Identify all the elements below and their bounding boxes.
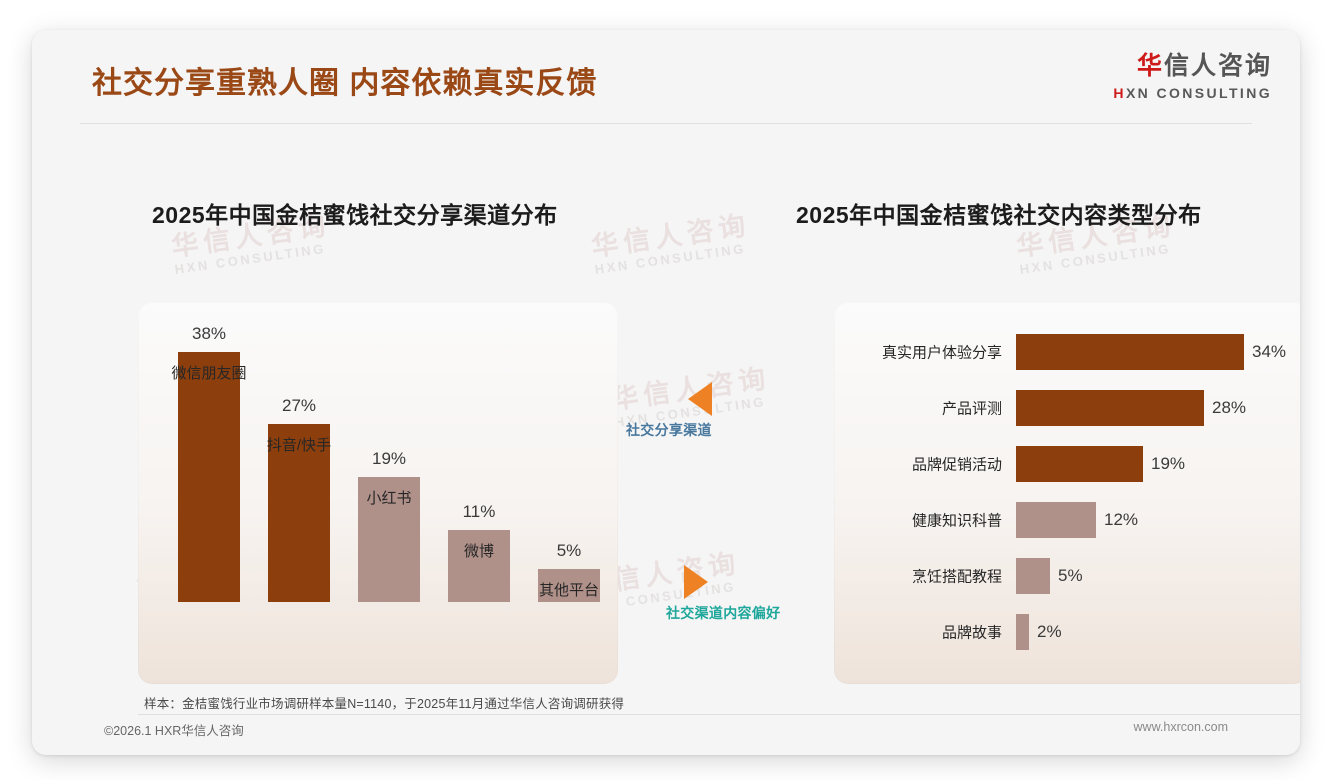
watermark: 华信人咨询 HXN CONSULTING (589, 210, 755, 278)
bar-value-label: 28% (1212, 398, 1247, 417)
logo-chinese-rest: 信人咨询 (1163, 52, 1272, 80)
bar-rect[interactable] (1016, 614, 1029, 650)
bar-rect[interactable] (1016, 390, 1204, 426)
horizontal-bar-row: 真实用户体验分享 34% (834, 334, 1300, 370)
header-divider (80, 123, 1252, 124)
bar-rect[interactable] (268, 424, 330, 602)
logo-hua-glyph: 华 (1136, 52, 1164, 80)
bar-value-label: 12% (1104, 510, 1139, 529)
bar-value-label: 5% (556, 541, 582, 560)
page-title: 社交分享重熟人圈 内容依赖真实反馈 (92, 67, 598, 100)
vertical-bar-group: 27% 抖音/快手 (266, 396, 332, 602)
logo-english-text: HXN CONSULTING (1113, 86, 1272, 100)
bar-value-label: 27% (281, 396, 317, 415)
content-type-chart-card: 真实用户体验分享 34% 产品评测 28% 品牌促销活动 19% 健康知识科普 12% 烹饪搭配… (834, 302, 1300, 684)
bar-rect[interactable] (1016, 502, 1096, 538)
arrow-right-icon (684, 565, 708, 599)
bar-value-label: 19% (1151, 454, 1186, 473)
bar-category-label: 微信朋友圈 (171, 365, 247, 382)
connector-share-channel: 社交分享渠道 (626, 382, 836, 444)
bar-value-label: 34% (1252, 342, 1287, 361)
bar-category-label: 真实用户体验分享 (881, 344, 1002, 362)
footer-url[interactable]: www.hxrcon.com (1133, 720, 1228, 734)
footer-divider (138, 714, 1300, 715)
horizontal-bar-row: 健康知识科普 12% (834, 502, 1300, 538)
vertical-bar-group: 38% 微信朋友圈 (171, 324, 247, 602)
horizontal-bar-row: 产品评测 28% (834, 390, 1300, 426)
bar-category-label: 健康知识科普 (911, 512, 1002, 530)
horizontal-bar-row: 品牌促销活动 19% (834, 446, 1300, 482)
bar-rect[interactable] (1016, 558, 1050, 594)
bar-rect[interactable] (538, 569, 600, 602)
watermark-chinese: 华信人咨询 (589, 210, 753, 263)
bar-rect[interactable] (178, 352, 240, 602)
watermark-english: HXN CONSULTING (593, 241, 747, 278)
logo-english-rest: XN CONSULTING (1125, 85, 1272, 101)
share-channel-chart-card: 38% 微信朋友圈 27% 抖音/快手 19% 小红书 11% 微博 5% 其他平台 (138, 302, 618, 684)
bar-rect[interactable] (1016, 334, 1244, 370)
arrow-left-icon (688, 382, 712, 416)
bar-value-label: 11% (462, 502, 496, 521)
connector-label-share-channel: 社交分享渠道 (626, 422, 712, 438)
connector-content-preference: 社交渠道内容偏好 (660, 565, 870, 627)
bar-category-label: 其他平台 (538, 582, 600, 599)
right-chart-title: 2025年中国金桔蜜饯社交内容类型分布 (796, 202, 1202, 228)
horizontal-bar-row: 烹饪搭配教程 5% (834, 558, 1300, 594)
bar-category-label: 抖音/快手 (266, 437, 332, 454)
bar-rect[interactable] (1016, 446, 1143, 482)
watermark-english: HXN CONSULTING (1018, 241, 1172, 278)
vertical-bar-group: 5% 其他平台 (538, 541, 600, 602)
bar-category-label: 产品评测 (941, 400, 1002, 418)
watermark-english: HXN CONSULTING (173, 241, 327, 278)
bar-category-label: 微博 (463, 543, 495, 560)
company-logo: 华信人咨询 HXN CONSULTING (1113, 54, 1272, 101)
bar-value-label: 38% (191, 324, 227, 343)
bar-rect[interactable] (358, 477, 420, 602)
connector-label-content-preference: 社交渠道内容偏好 (666, 605, 781, 621)
slide-header: 社交分享重熟人圈 内容依赖真实反馈 华信人咨询 HXN CONSULTING (32, 30, 1300, 124)
logo-h-glyph: H (1113, 85, 1126, 101)
bar-category-label: 品牌故事 (941, 624, 1002, 642)
bar-category-label: 烹饪搭配教程 (911, 568, 1002, 586)
bar-value-label: 2% (1037, 622, 1062, 641)
footer-copyright: ©2026.1 HXR华信人咨询 (104, 724, 244, 738)
left-chart-title: 2025年中国金桔蜜饯社交分享渠道分布 (152, 202, 558, 228)
sample-footnote: 样本：金桔蜜饯行业市场调研样本量N=1140，于2025年11月通过华信人咨询调… (144, 697, 625, 711)
bar-category-label: 小红书 (366, 490, 412, 507)
vertical-bar-group: 11% 微博 (448, 502, 510, 602)
horizontal-bar-row: 品牌故事 2% (834, 614, 1300, 650)
bar-rect[interactable] (448, 530, 510, 602)
bar-value-label: 5% (1058, 566, 1083, 585)
logo-chinese-text: 华信人咨询 (1113, 54, 1272, 79)
vertical-bar-chart: 38% 微信朋友圈 27% 抖音/快手 19% 小红书 11% 微博 5% 其他平台 (138, 302, 618, 684)
slide-canvas: 社交分享重熟人圈 内容依赖真实反馈 华信人咨询 HXN CONSULTING 华… (32, 30, 1300, 755)
bar-category-label: 品牌促销活动 (911, 456, 1002, 474)
horizontal-bar-chart: 真实用户体验分享 34% 产品评测 28% 品牌促销活动 19% 健康知识科普 12% 烹饪搭配… (834, 302, 1300, 684)
vertical-bar-group: 19% 小红书 (358, 449, 420, 602)
bar-value-label: 19% (371, 449, 407, 468)
